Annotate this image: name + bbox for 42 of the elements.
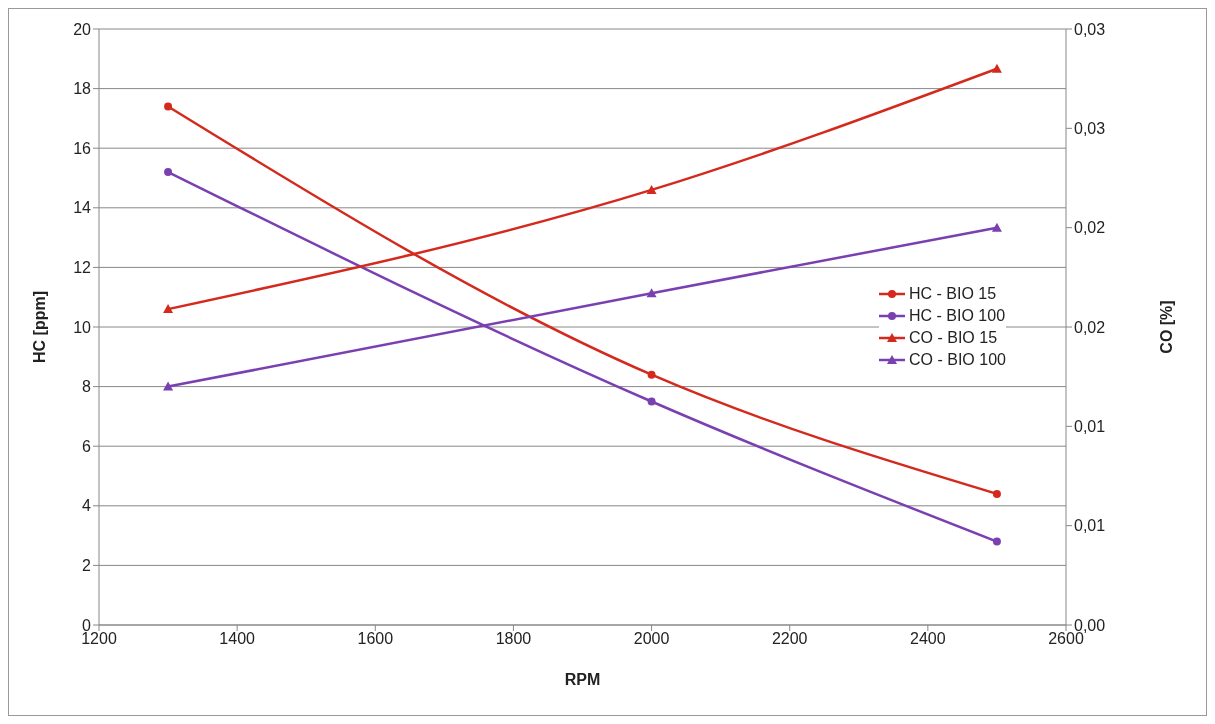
legend-label: CO - BIO 15: [909, 329, 998, 347]
y2-tick-label: 0,02: [1074, 219, 1106, 237]
x-tick-label: 2000: [633, 630, 670, 648]
y-tick-label: 12: [73, 259, 92, 277]
point: [646, 288, 657, 298]
y-tick-label: 20: [73, 20, 92, 38]
point: [163, 304, 174, 314]
legend-label: HC - BIO 100: [909, 307, 1006, 325]
y2-tick-label: 0,01: [1074, 418, 1106, 436]
x-tick-label: 1800: [495, 630, 532, 648]
point: [991, 222, 1002, 232]
point: [992, 489, 1001, 498]
point: [647, 370, 656, 379]
point: [992, 537, 1001, 546]
y-tick-label: 10: [73, 318, 92, 336]
y2-tick-label: 0,02: [1074, 318, 1106, 336]
y2-tick-label: 0,03: [1074, 120, 1106, 138]
legend-label: HC - BIO 15: [909, 285, 997, 303]
legend-label: CO - BIO 100: [909, 351, 1006, 369]
y-tick-label: 18: [73, 80, 92, 98]
y-tick-label: 2: [82, 557, 92, 575]
point: [163, 381, 174, 391]
y-tick-label: 16: [73, 139, 92, 157]
point: [991, 63, 1002, 73]
y-tick-label: 14: [73, 199, 92, 217]
y2-tick-label: 0,01: [1074, 517, 1106, 535]
x-axis-title: RPM: [564, 671, 601, 688]
y-axis-title: HC [ppm]: [30, 291, 48, 363]
y2-axis-title: CO [%]: [1157, 300, 1175, 354]
point: [646, 184, 657, 194]
y-tick-label: 6: [82, 437, 92, 455]
point: [164, 168, 173, 177]
x-tick-label: 2200: [771, 630, 808, 648]
x-tick-label: 1600: [357, 630, 394, 648]
y-tick-label: 4: [82, 497, 92, 515]
x-tick-label: 1200: [81, 630, 117, 648]
y-tick-label: 8: [82, 378, 92, 396]
y2-tick-label: 0,03: [1074, 20, 1106, 38]
x-tick-label: 1400: [219, 630, 256, 648]
point: [164, 102, 173, 111]
x-tick-label: 2400: [910, 630, 946, 648]
point: [647, 397, 656, 406]
